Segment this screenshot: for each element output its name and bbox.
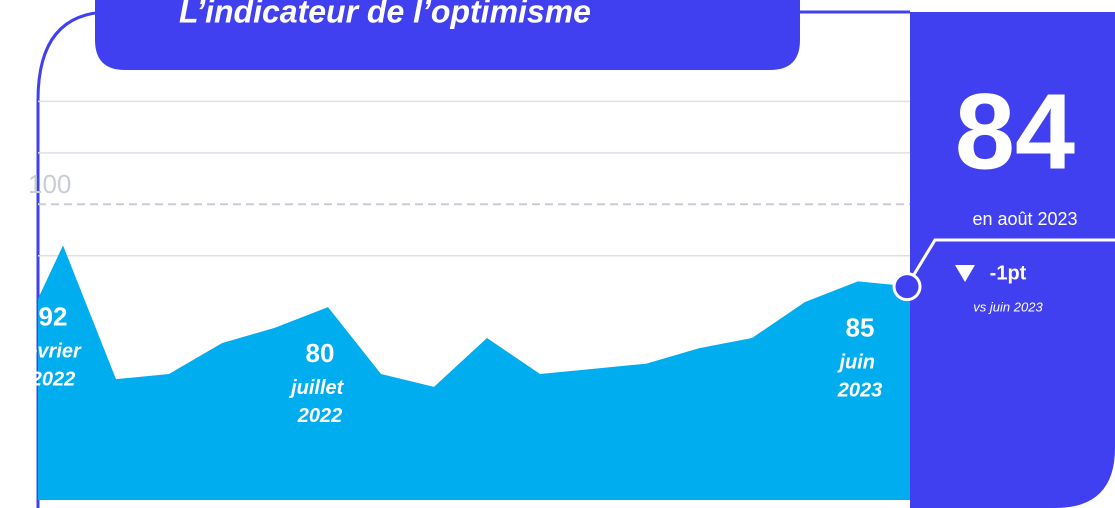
area	[38, 245, 910, 500]
comparison-label: vs juin 2023	[973, 299, 1043, 314]
latest-point	[892, 272, 922, 302]
plot: 100 92 février 2022 80 juillet 2022 85 juin 20…	[20, 100, 910, 500]
x-tick-label: février 2022	[20, 341, 87, 391]
x-tick-label: juillet 2022	[288, 377, 349, 427]
data-label: 92	[39, 301, 68, 331]
change-label: -1pt	[990, 262, 1027, 284]
latest-value: 84	[955, 71, 1075, 192]
down-arrow	[955, 265, 975, 282]
data-label: 80	[306, 338, 335, 368]
title-banner	[95, 0, 800, 70]
x-tick-label: juin 2023	[836, 352, 882, 402]
data-label: 85	[846, 312, 875, 342]
latest-label: en août 2023	[972, 209, 1077, 229]
chart-title: L’indicateur de l’optimisme	[179, 0, 591, 29]
y-tick-label: 100	[28, 169, 71, 199]
connector	[905, 238, 1115, 287]
summary-panel	[910, 12, 1115, 508]
